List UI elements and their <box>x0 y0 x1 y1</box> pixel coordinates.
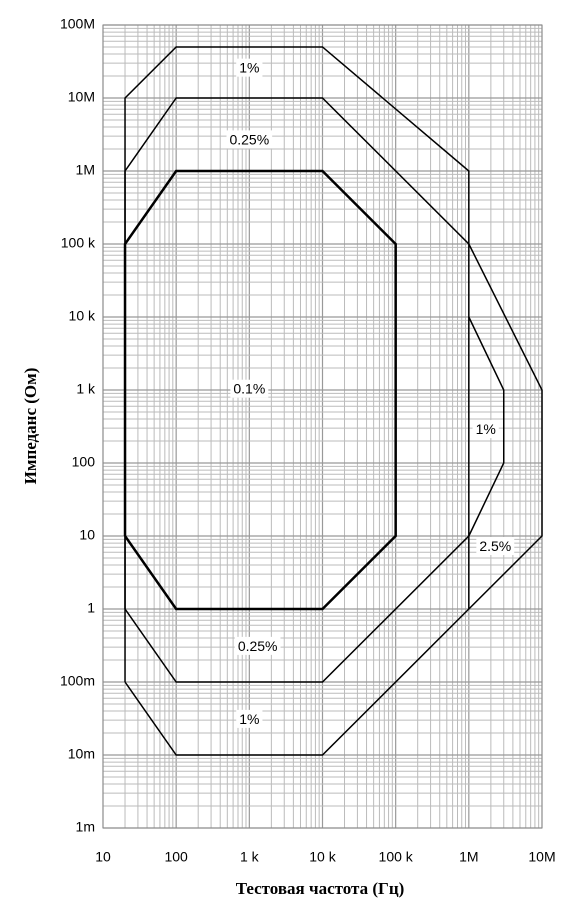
annotation-background <box>230 379 269 398</box>
annotation: 1% <box>472 420 499 439</box>
x-axis-title: Тестовая частота (Гц) <box>236 879 405 898</box>
x-tick-label: 10 <box>95 849 111 865</box>
annotation-background <box>476 537 515 556</box>
annotation-label: 0.25% <box>238 638 278 654</box>
y-tick-label: 10m <box>68 746 95 762</box>
x-tick-label: 10M <box>528 849 555 865</box>
x-tick-label: 100 <box>164 849 188 865</box>
y-tick-label: 10 <box>79 527 95 543</box>
grid <box>102 24 543 829</box>
y-tick-label: 1 <box>87 600 95 616</box>
y-tick-label: 10M <box>68 89 95 105</box>
annotation-background <box>234 636 281 655</box>
x-tick-label: 100 k <box>379 849 414 865</box>
y-tick-label: 1M <box>76 162 95 178</box>
region-boundary <box>124 97 543 610</box>
x-tick-label: 10 k <box>309 849 336 865</box>
y-axis-title: Импеданс (Ом) <box>21 368 40 485</box>
region-boundary <box>124 316 505 683</box>
x-tick-label: 1M <box>459 849 478 865</box>
annotation-label: 1% <box>239 60 259 76</box>
region-boundary <box>123 169 397 611</box>
y-tick-label: 100M <box>60 16 95 32</box>
y-tick-label: 100m <box>60 673 95 689</box>
annotation: 1% <box>236 58 263 77</box>
y-tick-label: 100 k <box>61 235 96 251</box>
annotation-label: 0.1% <box>233 381 265 397</box>
x-tick-label: 1 k <box>240 849 260 865</box>
y-tick-label: 1 k <box>76 381 96 397</box>
annotation: 2.5% <box>476 537 515 556</box>
annotation-background <box>472 420 499 439</box>
region-boundary <box>124 46 470 756</box>
annotation-label: 2.5% <box>479 538 511 554</box>
y-tick-label: 10 k <box>69 308 96 324</box>
annotation: 0.25% <box>226 130 273 149</box>
annotation-background <box>226 130 273 149</box>
annotation-label: 1% <box>476 421 496 437</box>
y-tick-label: 100 <box>72 454 96 470</box>
annotation-background <box>236 58 263 77</box>
annotation-label: 0.25% <box>229 131 269 147</box>
annotation-background <box>236 709 263 728</box>
annotation: 0.25% <box>234 636 281 655</box>
annotation-label: 1% <box>239 711 259 727</box>
annotation: 0.1% <box>230 379 269 398</box>
annotation: 1% <box>236 709 263 728</box>
y-tick-label: 1m <box>76 819 95 835</box>
